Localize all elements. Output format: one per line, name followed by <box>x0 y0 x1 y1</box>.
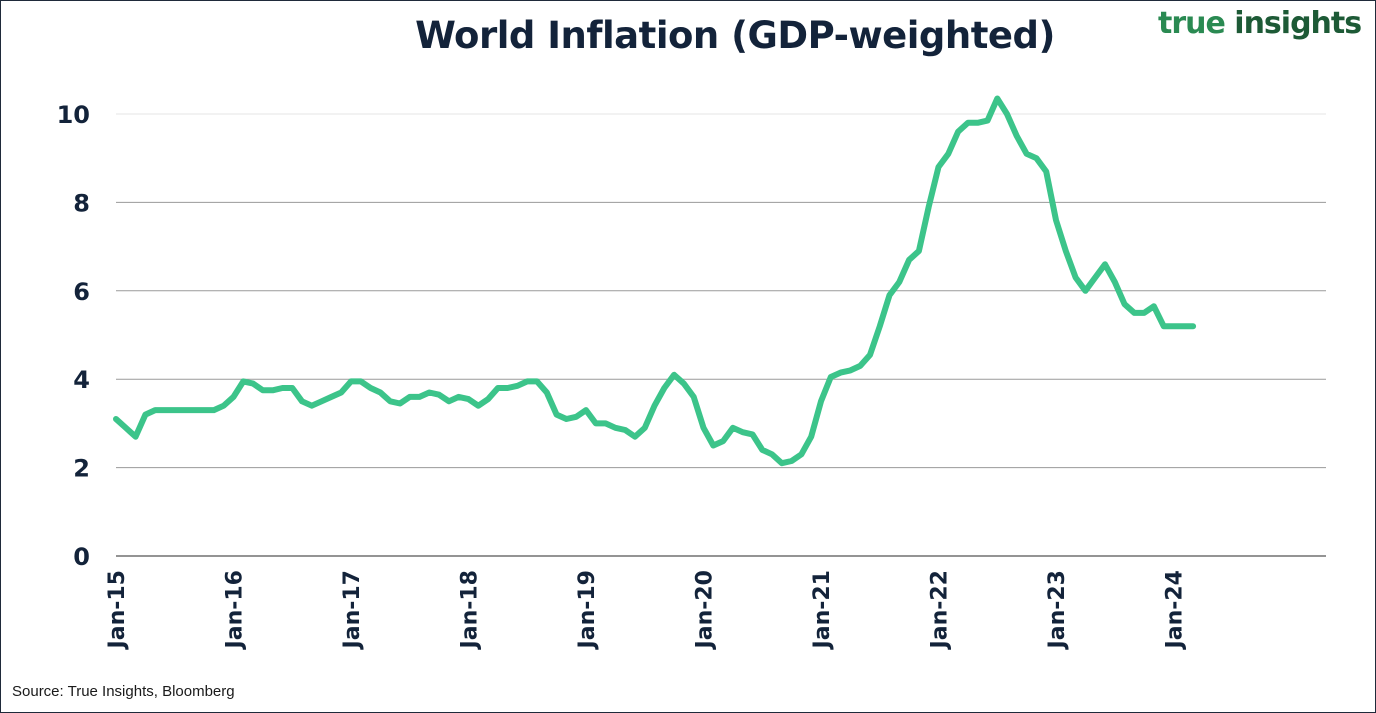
series-line-world-inflation <box>113 95 1197 467</box>
x-tick-label: Jan-20 <box>693 570 718 650</box>
source-note: Source: True Insights, Bloomberg <box>12 683 235 700</box>
gridlines <box>116 113 1326 469</box>
y-tick-label: 6 <box>73 278 90 306</box>
y-tick-label: 2 <box>73 455 90 483</box>
x-tick-label: Jan-18 <box>458 570 483 650</box>
x-tick-label: Jan-19 <box>575 570 600 650</box>
y-tick-label: 8 <box>73 189 90 217</box>
y-axis-tick-labels: 0 2 4 6 8 10 <box>57 101 90 571</box>
x-tick-label: Jan-17 <box>340 570 365 650</box>
x-tick-label: Jan-16 <box>223 570 248 650</box>
x-tick-label: Jan-21 <box>810 570 835 650</box>
true-insights-logo: true insights <box>1158 6 1362 41</box>
x-tick-label: Jan-22 <box>928 570 953 650</box>
y-tick-label: 0 <box>73 543 90 571</box>
x-tick-label: Jan-23 <box>1045 570 1070 650</box>
x-axis-tick-labels: Jan-15 Jan-16 Jan-17 Jan-18 Jan-19 Jan-20 Jan-… <box>105 570 1188 650</box>
x-tick-label: Jan-24 <box>1163 570 1188 650</box>
logo-word-insights: insights <box>1224 6 1362 41</box>
chart-title: World Inflation (GDP-weighted) <box>415 14 1055 57</box>
logo-word-true: true <box>1158 6 1226 41</box>
x-tick-label: Jan-15 <box>105 570 130 650</box>
y-tick-label: 10 <box>57 101 90 129</box>
y-tick-label: 4 <box>73 366 90 394</box>
